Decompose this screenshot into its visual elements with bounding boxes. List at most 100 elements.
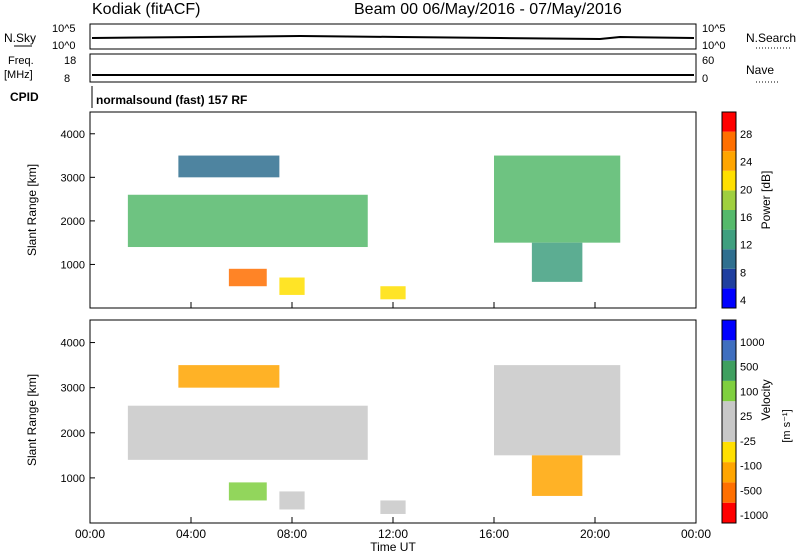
nave-tick-top: 60 [702,55,714,67]
colorbar-tick: 4 [740,295,746,307]
colorbar-segment [722,441,736,463]
y-tick-label: 2000 [61,428,85,440]
nsearch-label: N.Search [746,31,796,45]
time-axis: 00:00 04:00 08:00 12:00 16:00 20:00 00:00 [75,302,711,541]
colorbar-segment [722,229,736,250]
power-colorbar-label: Power [dB] [759,171,773,230]
colorbar-segment [722,268,736,289]
nave-label: Nave [746,63,774,77]
echo-region [494,365,621,456]
colorbar-segment [722,482,736,503]
y-tick-label: 3000 [61,172,85,184]
velocity-colorbar-unit: [m s⁻¹] [781,409,793,442]
colorbar-tick: -500 [740,485,762,497]
nsearch-tick-top: 10^5 [702,23,726,35]
echo-region [380,286,406,300]
colorbar-tick: 100 [740,386,758,398]
y-tick-label: 3000 [61,383,85,395]
echo-region [380,500,406,514]
nsky-label: N.Sky [4,31,36,45]
colorbar-tick: -100 [740,461,762,473]
echo-region [228,268,267,287]
beam-date-title: Beam 00 06/May/2016 - 07/May/2016 [354,1,622,18]
time-axis-label: Time UT [370,540,416,554]
velocity-colorbar-label: Velocity [759,379,773,420]
y-tick-label: 1000 [61,473,85,485]
colorbar-tick: 500 [740,362,758,374]
echo-region [127,405,368,460]
colorbar-segment [722,112,736,132]
colorbar-tick: 24 [740,157,752,169]
cpid-text: normalsound (fast) 157 RF [96,93,247,107]
colorbar-tick: -1000 [740,510,768,522]
power-ylabel: Slant Range [km] [25,164,39,256]
colorbar-frame [721,319,737,524]
colorbar-segment [722,151,736,171]
x-tick-label: 12:00 [378,527,408,541]
colorbar-segment [722,190,736,210]
colorbar-segment [722,421,736,442]
cpid-label: CPID [10,90,39,104]
colorbar-segment [722,131,736,152]
colorbar-tick: -25 [740,436,756,448]
freq-label: Freq. [8,55,34,67]
nsearch-tick-bottom: 10^0 [702,40,726,52]
colorbar-segment [722,502,736,523]
power-echoes [127,155,621,300]
colorbar-segment [722,340,736,361]
x-tick-label: 04:00 [176,527,206,541]
echo-region [127,194,368,248]
echo-region [178,155,280,178]
power-colorbar: 28 24 20 16 12 8 4 [721,111,752,309]
x-tick-label: 08:00 [277,527,307,541]
x-tick-label: 20:00 [580,527,610,541]
echo-region [228,482,267,501]
colorbar-segment [722,401,736,422]
freq-unit: [MHz] [4,69,33,81]
y-tick-label: 2000 [61,216,85,228]
colorbar-tick: 25 [740,411,752,423]
colorbar-segment [722,288,736,308]
x-tick-label: 16:00 [479,527,509,541]
x-tick-label: 00:00 [75,527,105,541]
colorbar-segment [722,380,736,402]
nave-tick-bottom: 0 [702,73,708,85]
echo-region [178,365,280,388]
y-tick-label: 1000 [61,259,85,271]
velocity-colorbar: 1000 500 100 25 -25 -100 -500 -1000 [721,319,768,524]
power-y-axis: 4000 3000 2000 1000 [61,129,95,271]
echo-region [531,242,583,282]
nsky-strip [89,23,697,50]
colorbar-tick: 20 [740,184,752,196]
station-title: Kodiak (fitACF) [92,1,200,18]
colorbar-frame [721,111,737,309]
colorbar-tick: 8 [740,267,746,279]
nsky-trace [91,34,695,41]
freq-strip [89,53,697,83]
x-tick-label: 00:00 [681,527,711,541]
echo-region [531,455,583,496]
colorbar-segment [722,320,736,341]
colorbar-tick: 16 [740,212,752,224]
echo-region [494,155,621,243]
nsky-series [91,34,695,41]
y-tick-label: 4000 [61,129,85,141]
y-tick-label: 4000 [61,338,85,350]
colorbar-tick: 1000 [740,337,764,349]
nsky-tick-top: 10^5 [52,23,76,35]
echo-region [279,277,305,295]
velocity-y-axis: 4000 3000 2000 1000 [61,338,95,485]
colorbar-tick: 12 [740,240,752,252]
freq-tick-bottom: 8 [64,73,70,85]
nsky-tick-bottom: 10^0 [52,40,76,52]
colorbar-tick: 28 [740,129,752,141]
colorbar-segment [722,210,736,230]
velocity-echoes [127,365,621,514]
velocity-ylabel: Slant Range [km] [25,374,39,466]
colorbar-segment [722,249,736,269]
echo-region [279,491,305,510]
colorbar-segment [722,170,736,191]
colorbar-segment [722,360,736,381]
colorbar-segment [722,462,736,483]
